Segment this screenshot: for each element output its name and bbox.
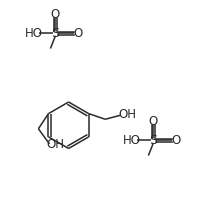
Text: O: O: [73, 27, 82, 40]
Text: OH: OH: [47, 138, 65, 151]
Text: OH: OH: [118, 108, 136, 121]
Text: O: O: [149, 115, 158, 128]
Text: S: S: [150, 134, 157, 147]
Text: S: S: [51, 27, 60, 40]
Text: O: O: [171, 134, 180, 147]
Text: O: O: [51, 8, 60, 21]
Text: HO: HO: [123, 134, 141, 147]
Text: HO: HO: [25, 27, 43, 40]
